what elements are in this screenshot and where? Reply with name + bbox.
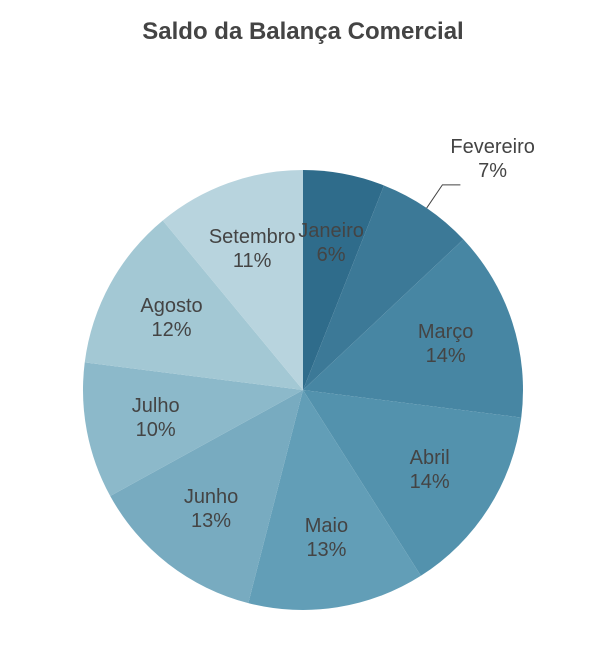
pie-slice-label: Abril14% (370, 446, 490, 494)
pie-slice-label: Março14% (386, 320, 506, 368)
pie-area: Janeiro6%Fevereiro7%Março14%Abril14%Maio… (0, 100, 606, 620)
chart-title: Saldo da Balança Comercial (0, 18, 606, 46)
pie-slice-label: Maio13% (266, 514, 386, 562)
leader-line (427, 185, 461, 208)
pie-slice-label: Junho13% (151, 485, 271, 533)
pie-slice-label: Agosto12% (112, 294, 232, 342)
chart-container: Saldo da Balança Comercial Janeiro6%Feve… (0, 0, 606, 655)
pie-slice-label: Setembro11% (192, 225, 312, 273)
pie-slice-label: Julho10% (96, 394, 216, 442)
pie-slice-label: Fevereiro7% (450, 135, 534, 183)
